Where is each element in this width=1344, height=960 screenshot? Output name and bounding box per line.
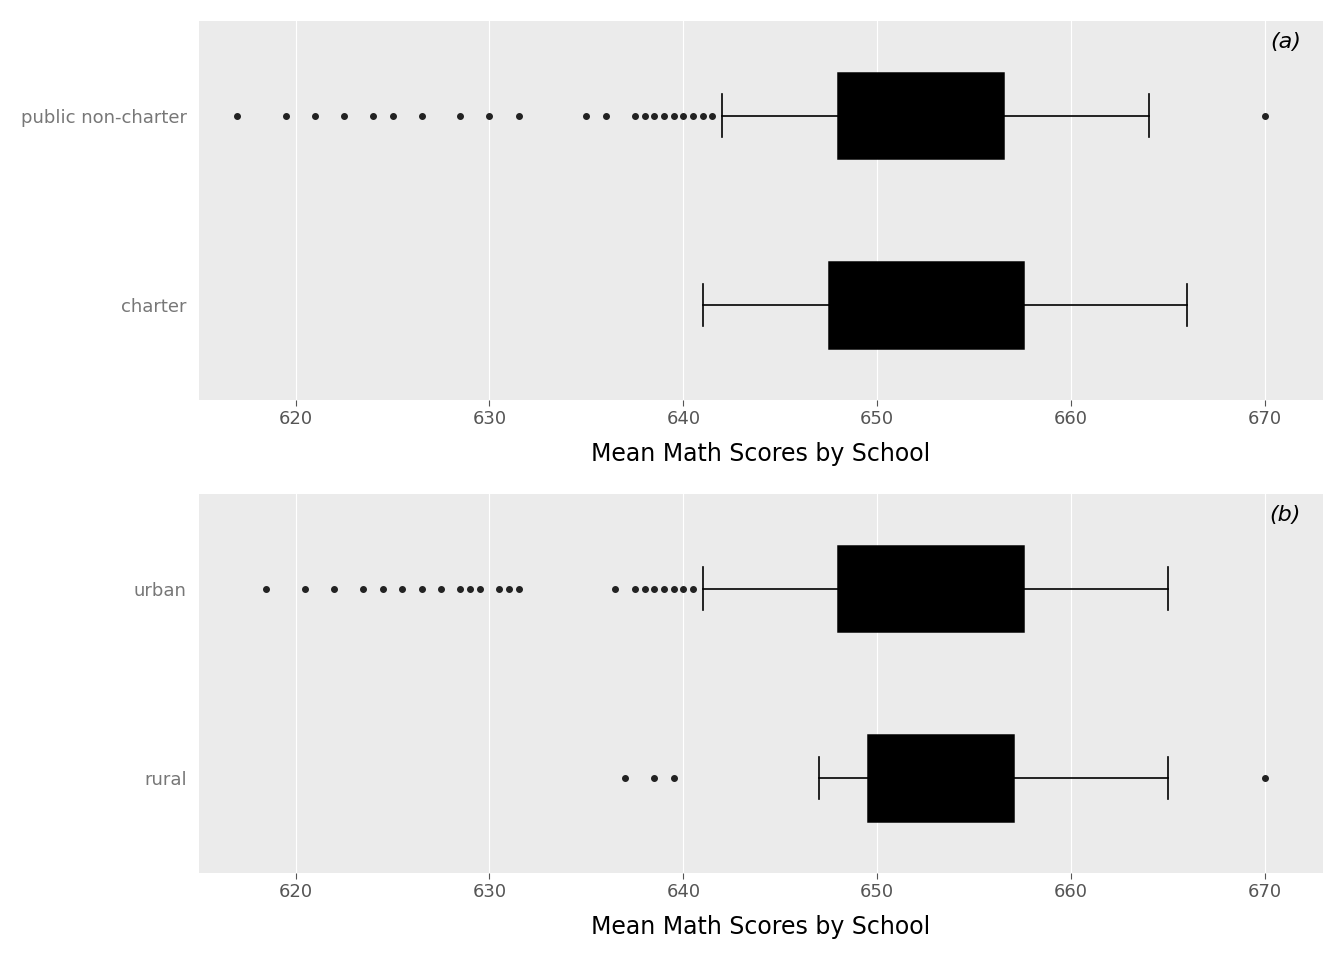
Text: (b): (b) <box>1269 505 1301 525</box>
PathPatch shape <box>829 262 1023 348</box>
PathPatch shape <box>839 546 1023 632</box>
PathPatch shape <box>839 73 1003 158</box>
X-axis label: Mean Math Scores by School: Mean Math Scores by School <box>591 443 930 467</box>
Text: (a): (a) <box>1270 33 1301 52</box>
PathPatch shape <box>867 735 1013 821</box>
X-axis label: Mean Math Scores by School: Mean Math Scores by School <box>591 915 930 939</box>
